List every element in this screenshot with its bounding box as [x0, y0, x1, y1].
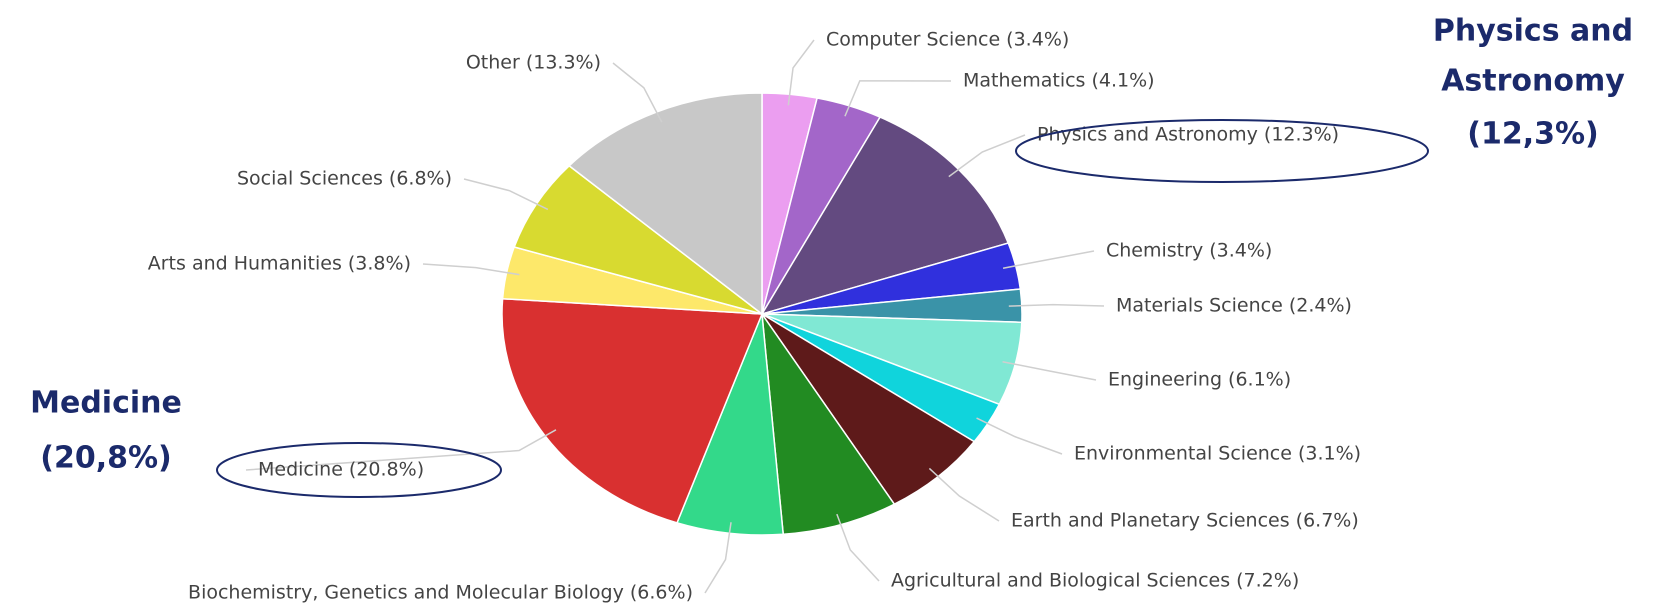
slice-label: Medicine (20.8%): [258, 459, 424, 481]
leader-line: [976, 417, 1063, 455]
slice-label: Arts and Humanities (3.8%): [148, 253, 411, 275]
annotation: (12,3%): [1467, 117, 1599, 152]
leader-line: [928, 467, 1000, 522]
leader-line: [612, 62, 663, 123]
slice-label: Computer Science (3.4%): [826, 29, 1069, 51]
annotation: (20,8%): [40, 441, 172, 476]
slice-label: Physics and Astronomy (12.3%): [1037, 124, 1339, 146]
slice-label: Materials Science (2.4%): [1116, 295, 1352, 317]
leader-line: [787, 39, 815, 106]
slice-label: Earth and Planetary Sciences (6.7%): [1011, 510, 1359, 532]
leader-line: [704, 522, 732, 594]
leader-line: [836, 513, 880, 582]
slice-label: Mathematics (4.1%): [963, 70, 1155, 92]
slice-label: Engineering (6.1%): [1108, 369, 1291, 391]
annotation: Medicine: [30, 386, 182, 421]
leader-line: [463, 178, 549, 211]
highlight-ellipse: [216, 442, 502, 498]
slice-label: Environmental Science (3.1%): [1074, 443, 1361, 465]
leader-line: [1008, 303, 1105, 307]
annotation: Astronomy: [1441, 64, 1625, 99]
leader-line: [948, 134, 1026, 178]
slice-label: Agricultural and Biological Sciences (7.…: [891, 570, 1299, 592]
leader-line: [1002, 250, 1095, 269]
leader-line: [422, 263, 520, 276]
slice-label: Chemistry (3.4%): [1106, 240, 1272, 262]
leader-line: [1002, 360, 1097, 381]
slice-label: Other (13.3%): [466, 52, 601, 74]
slice-label: Social Sciences (6.8%): [237, 168, 452, 190]
highlight-ellipse: [1015, 119, 1429, 183]
annotation: Physics and: [1433, 14, 1633, 49]
leader-line: [844, 80, 952, 117]
leader-line: [245, 429, 557, 471]
slice-label: Biochemistry, Genetics and Molecular Bio…: [188, 582, 693, 604]
